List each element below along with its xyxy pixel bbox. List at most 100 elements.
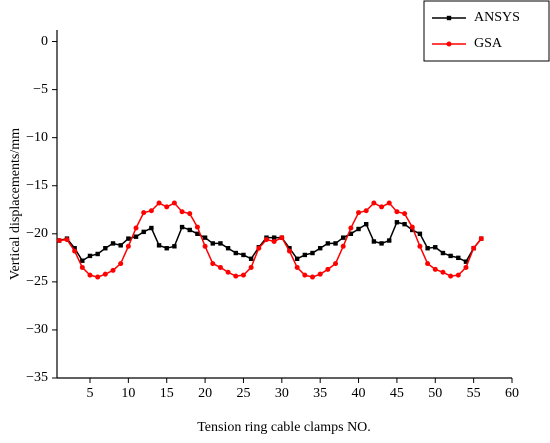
legend-marker: [446, 15, 452, 21]
data-point: [103, 246, 108, 251]
data-point: [302, 252, 308, 258]
data-point: [133, 234, 139, 239]
data-point: [248, 264, 254, 270]
data-point: [195, 231, 200, 237]
data-point: [149, 225, 154, 231]
data-point: [333, 261, 339, 267]
data-point: [248, 256, 254, 261]
data-point: [317, 246, 323, 251]
data-point: [187, 227, 192, 233]
data-point: [79, 264, 85, 270]
x-tick-label: 55: [467, 386, 481, 401]
x-tick-label: 45: [390, 386, 404, 401]
data-point: [348, 231, 354, 237]
data-point: [126, 236, 131, 241]
data-point: [348, 225, 354, 231]
x-tick-label: 50: [428, 386, 442, 401]
data-point: [417, 243, 423, 249]
data-point: [156, 243, 162, 248]
data-point: [402, 211, 408, 217]
data-point: [456, 255, 461, 261]
data-point: [148, 208, 154, 214]
data-point: [271, 235, 277, 240]
data-point: [448, 253, 453, 259]
data-point: [433, 245, 438, 250]
data-point: [118, 261, 124, 267]
data-point: [210, 261, 216, 267]
data-point: [356, 210, 362, 216]
data-point: [133, 225, 139, 231]
data-point: [164, 204, 170, 210]
data-point: [425, 246, 430, 251]
data-point: [233, 250, 238, 256]
data-point: [80, 258, 85, 263]
data-point: [202, 243, 208, 249]
data-point: [286, 248, 292, 254]
x-tick-label: 20: [198, 386, 212, 401]
data-point: [179, 209, 185, 215]
data-point: [294, 256, 300, 261]
data-point: [302, 272, 308, 278]
data-point: [379, 204, 385, 210]
y-tick-label: −30: [26, 322, 48, 337]
data-point: [440, 250, 446, 256]
data-point: [118, 243, 123, 248]
legend-box: [423, 0, 550, 62]
y-tick-label: 0: [41, 34, 48, 49]
data-point: [471, 245, 477, 251]
data-point: [56, 238, 62, 244]
series-line: [59, 202, 482, 278]
data-point: [256, 245, 262, 251]
legend-label: GSA: [474, 36, 503, 51]
x-tick-label: 25: [236, 386, 250, 401]
legend-label: ANSYS: [474, 10, 520, 25]
data-point: [310, 250, 315, 256]
data-point: [463, 259, 469, 264]
data-point: [417, 231, 423, 237]
data-point: [225, 246, 231, 251]
data-point: [110, 241, 116, 246]
data-point: [263, 237, 269, 243]
data-point: [394, 209, 400, 215]
data-point: [125, 243, 131, 249]
data-point: [371, 200, 377, 206]
data-point: [95, 251, 100, 257]
data-point: [440, 269, 446, 275]
data-point: [340, 243, 346, 249]
data-point: [317, 271, 323, 277]
data-point: [102, 271, 108, 277]
data-point: [141, 229, 146, 235]
y-tick-label: −20: [26, 226, 48, 241]
data-point: [294, 264, 300, 270]
data-point: [87, 253, 93, 259]
data-point: [217, 264, 223, 270]
data-point: [72, 246, 77, 251]
x-tick-label: 15: [160, 386, 174, 401]
data-point: [110, 267, 116, 273]
x-tick-label: 60: [505, 386, 519, 401]
data-point: [202, 235, 208, 240]
x-tick-label: 10: [121, 386, 135, 401]
data-point: [271, 238, 277, 244]
data-point: [455, 272, 461, 278]
data-point: [387, 238, 392, 243]
y-tick-label: −10: [26, 130, 48, 145]
legend-marker: [446, 41, 452, 47]
data-point: [87, 272, 93, 278]
data-point: [371, 239, 377, 244]
data-point: [425, 261, 431, 267]
x-tick-label: 40: [352, 386, 366, 401]
x-tick-label: 30: [275, 386, 289, 401]
data-point: [240, 272, 246, 278]
data-point: [171, 200, 177, 206]
y-tick-label: −5: [33, 82, 48, 97]
data-point: [386, 200, 392, 206]
data-point: [394, 220, 400, 225]
data-point: [340, 235, 346, 240]
data-point: [402, 221, 407, 227]
data-point: [164, 246, 169, 251]
y-tick-label: −35: [26, 370, 48, 385]
data-point: [448, 273, 454, 279]
data-point: [356, 226, 361, 232]
data-point: [333, 241, 338, 246]
